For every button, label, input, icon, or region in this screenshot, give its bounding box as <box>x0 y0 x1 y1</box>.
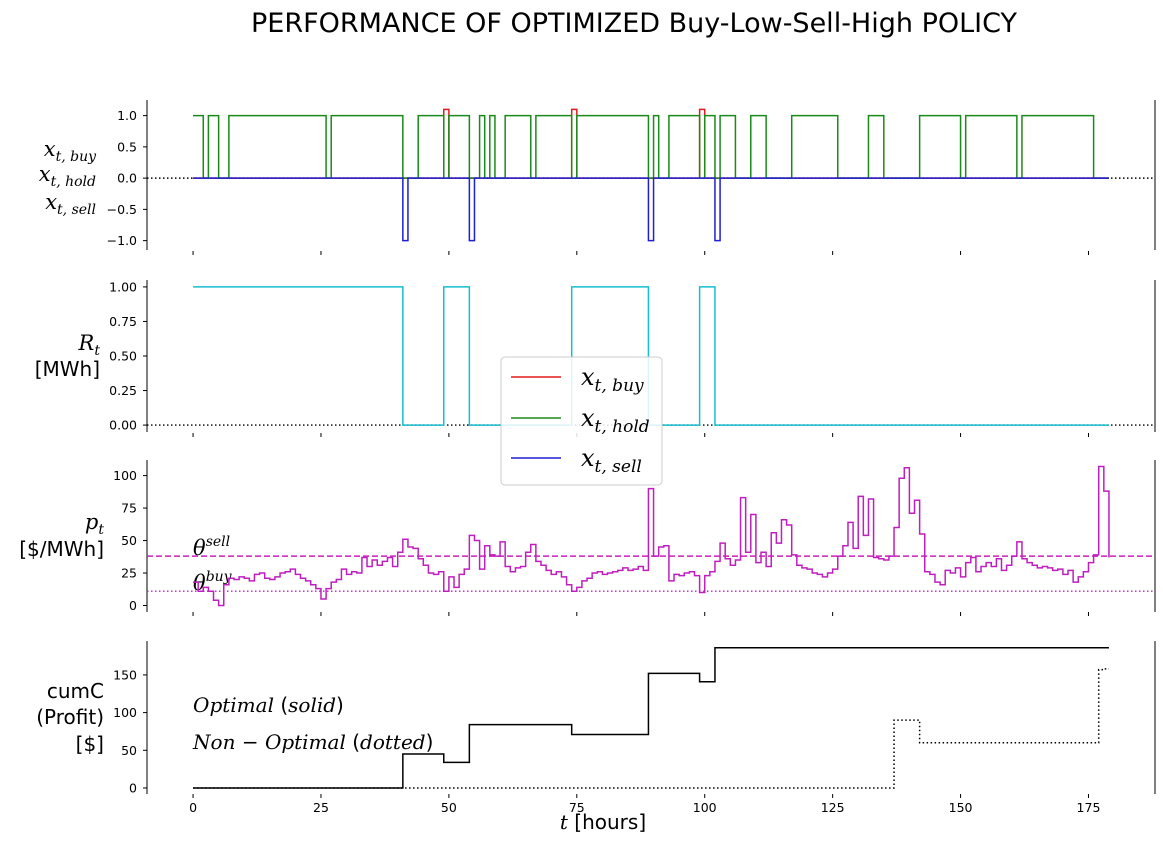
y-tick-label: 1.0 <box>117 108 137 123</box>
x-tick-label: 150 <box>949 800 973 815</box>
x-tick-label: 100 <box>693 800 717 815</box>
series-x-t-sell--line <box>193 177 1109 242</box>
y-axis-label-line: [MWh] <box>35 357 100 381</box>
y-axis-label-line: pt <box>85 510 104 538</box>
x-tick-label: 0 <box>189 800 197 815</box>
y-axis-label-line: xt, sell <box>45 190 96 218</box>
y-tick-label: 25 <box>121 566 137 581</box>
x-tick-label: 50 <box>441 800 457 815</box>
y-tick-label: 75 <box>121 501 137 516</box>
y-tick-label: 0.5 <box>117 139 137 154</box>
y-axis-label-line: cumC <box>47 679 104 703</box>
annotation: Optimal (solid) <box>193 693 344 717</box>
y-tick-label: 100 <box>113 705 137 720</box>
y-axis-label-line: Rt <box>78 331 101 359</box>
legend-label: xt, sell <box>581 444 642 477</box>
y-tick-label: −1.0 <box>107 233 137 248</box>
y-tick-label: 0 <box>129 780 137 795</box>
x-axis-label: t [hours] <box>560 810 646 834</box>
y-axis-label-line: xt, buy <box>44 137 97 165</box>
y-tick-label: 0.50 <box>109 349 137 364</box>
y-axis-label-line: [$] <box>76 732 104 756</box>
x-tick-label: 75 <box>569 800 585 815</box>
y-tick-label: 0 <box>129 598 137 613</box>
legend-frame <box>500 356 663 486</box>
y-tick-label: 150 <box>113 667 137 682</box>
legend-label: xt, hold <box>581 404 650 437</box>
series-optimal-line <box>193 647 1109 789</box>
x-tick-label: 175 <box>1077 800 1101 815</box>
y-tick-label: 50 <box>121 533 137 548</box>
y-axis-label-line: xt, hold <box>39 162 96 190</box>
threshold-sell-label: θsell <box>193 534 230 560</box>
legend-label: xt, buy <box>581 363 644 396</box>
x-axis-label-var: t <box>560 810 569 834</box>
series-p-t-line <box>193 465 1110 607</box>
y-axis-label-line: (Profit) <box>36 705 104 729</box>
y-tick-label: 0.25 <box>109 383 137 398</box>
y-tick-label: 50 <box>121 743 137 758</box>
series-x-t-hold--line <box>193 114 1109 179</box>
series-non-optimal-line <box>193 668 1109 789</box>
series-r-t-line <box>193 286 1109 426</box>
panel-resource: 1.00 0.75 0.50 0.25 0.00 Rt[MWh] <box>35 279 1156 437</box>
legend: xt, buy xt, hold xt, sell <box>500 356 663 486</box>
y-tick-label: 0.00 <box>109 418 137 433</box>
series-x-t-buy--line <box>193 108 1109 179</box>
y-tick-label: 0.75 <box>109 314 137 329</box>
x-axis-label-unit: [hours] <box>568 810 646 834</box>
x-tick-label: 25 <box>313 800 329 815</box>
y-tick-label: 100 <box>113 468 137 483</box>
y-axis-label-line: [$/MWh] <box>19 537 104 561</box>
x-tick-label: 125 <box>821 800 845 815</box>
annotation: Non − Optimal (dotted) <box>192 730 433 754</box>
y-tick-label: 1.00 <box>109 279 137 294</box>
panel-profit: 150 100 50 0 cumC(Profit) [$] Optimal (solid) N… <box>36 641 1156 815</box>
y-tick-label: 0.0 <box>117 171 137 186</box>
chart-title: PERFORMANCE OF OPTIMIZED Buy-Low-Sell-Hi… <box>251 8 1017 39</box>
y-tick-label: −0.5 <box>107 202 137 217</box>
